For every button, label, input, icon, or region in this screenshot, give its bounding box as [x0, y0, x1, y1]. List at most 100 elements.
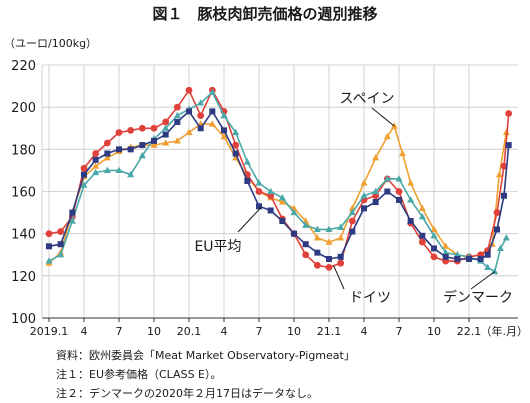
footnote-1: 注１：EU参考価格（CLASS E）。 — [56, 368, 222, 381]
data-point — [395, 188, 403, 195]
data-point — [302, 221, 310, 228]
series-2 — [45, 88, 510, 275]
data-point — [208, 120, 216, 127]
data-point — [399, 149, 406, 157]
data-point — [68, 217, 76, 224]
data-point — [348, 208, 356, 216]
data-point — [116, 146, 122, 153]
data-point — [139, 142, 146, 149]
x-tick-label: 10 — [147, 325, 161, 338]
label-leader-line — [237, 206, 262, 233]
data-point — [505, 110, 513, 117]
data-point — [497, 244, 504, 252]
x-tick-label: 21.1 — [317, 325, 342, 338]
data-point — [313, 225, 321, 233]
data-point — [197, 112, 205, 119]
data-point — [127, 170, 135, 178]
data-point — [494, 226, 500, 233]
series-label: スペイン — [339, 91, 394, 107]
x-tick-label: 22.1 — [457, 325, 482, 338]
data-point — [150, 141, 158, 148]
data-point — [256, 203, 262, 210]
data-point — [383, 175, 391, 182]
data-point — [501, 192, 507, 199]
data-point — [127, 126, 135, 134]
data-point — [92, 168, 100, 176]
x-tick-label: 2019.1 — [30, 325, 69, 338]
data-point — [454, 255, 461, 262]
data-point — [232, 150, 239, 157]
data-point — [57, 241, 64, 248]
data-point — [302, 217, 310, 224]
x-tick-label: 7 — [116, 325, 123, 338]
y-tick-label: 120 — [11, 270, 36, 285]
data-point — [279, 218, 286, 225]
data-point — [150, 124, 158, 132]
data-point — [349, 228, 356, 235]
data-point — [162, 124, 170, 131]
x-axis-unit-label: （年.月） — [481, 324, 529, 338]
data-point — [244, 177, 251, 184]
data-point — [209, 108, 216, 115]
data-point — [197, 125, 204, 132]
series-1 — [45, 86, 513, 271]
x-tick-label: 20.1 — [177, 325, 202, 338]
data-point — [419, 232, 426, 239]
series-label: ドイツ — [349, 290, 391, 306]
grid — [42, 64, 518, 318]
data-point — [185, 128, 193, 136]
data-point — [103, 166, 111, 174]
data-point — [361, 205, 367, 212]
data-point — [325, 264, 333, 271]
data-point — [81, 171, 87, 178]
data-point — [267, 187, 275, 195]
series-lines — [45, 86, 513, 275]
series-label: デンマーク — [443, 289, 513, 306]
data-point — [138, 151, 146, 159]
data-point — [407, 218, 414, 225]
data-point — [151, 137, 157, 144]
data-point — [302, 251, 310, 259]
data-point — [477, 255, 484, 262]
data-point — [313, 234, 321, 241]
data-point — [360, 179, 368, 186]
data-point — [396, 196, 402, 203]
data-point — [232, 128, 240, 136]
data-point — [442, 248, 450, 256]
data-point — [267, 207, 274, 214]
data-point — [430, 253, 438, 261]
data-point — [466, 255, 472, 262]
data-point — [162, 118, 170, 126]
data-point — [291, 230, 297, 237]
data-point — [45, 257, 53, 264]
data-point — [337, 259, 345, 267]
data-point — [502, 234, 510, 241]
price-line-chart: 100 120 140 160 180 200 220 2019.1 4 7 10 20.1 4 7 10 2… — [11, 59, 529, 338]
data-point — [372, 199, 379, 206]
data-point — [395, 175, 403, 182]
y-axis-unit-label: （ユーロ/100kg） — [4, 37, 98, 50]
data-point — [314, 249, 321, 256]
data-point — [243, 158, 251, 165]
series-label: EU平均 — [194, 239, 241, 255]
data-point — [407, 179, 415, 186]
data-point — [255, 188, 263, 195]
data-point — [115, 166, 123, 174]
data-point — [500, 162, 508, 170]
x-tick-label: 4 — [361, 325, 368, 338]
data-point — [313, 261, 321, 269]
data-point — [173, 103, 181, 111]
data-point — [57, 250, 65, 258]
series-3 — [46, 108, 512, 262]
label-leader-line — [333, 265, 345, 290]
data-point — [220, 111, 228, 119]
data-point — [186, 108, 192, 115]
source-note: 資料：欧州委員会「Meat Market Observatory-Pigmeat… — [56, 349, 355, 362]
data-point — [418, 204, 426, 211]
data-point — [232, 141, 240, 149]
data-point — [255, 179, 263, 186]
data-point — [221, 127, 227, 134]
data-point — [495, 170, 503, 178]
data-point — [493, 209, 501, 216]
